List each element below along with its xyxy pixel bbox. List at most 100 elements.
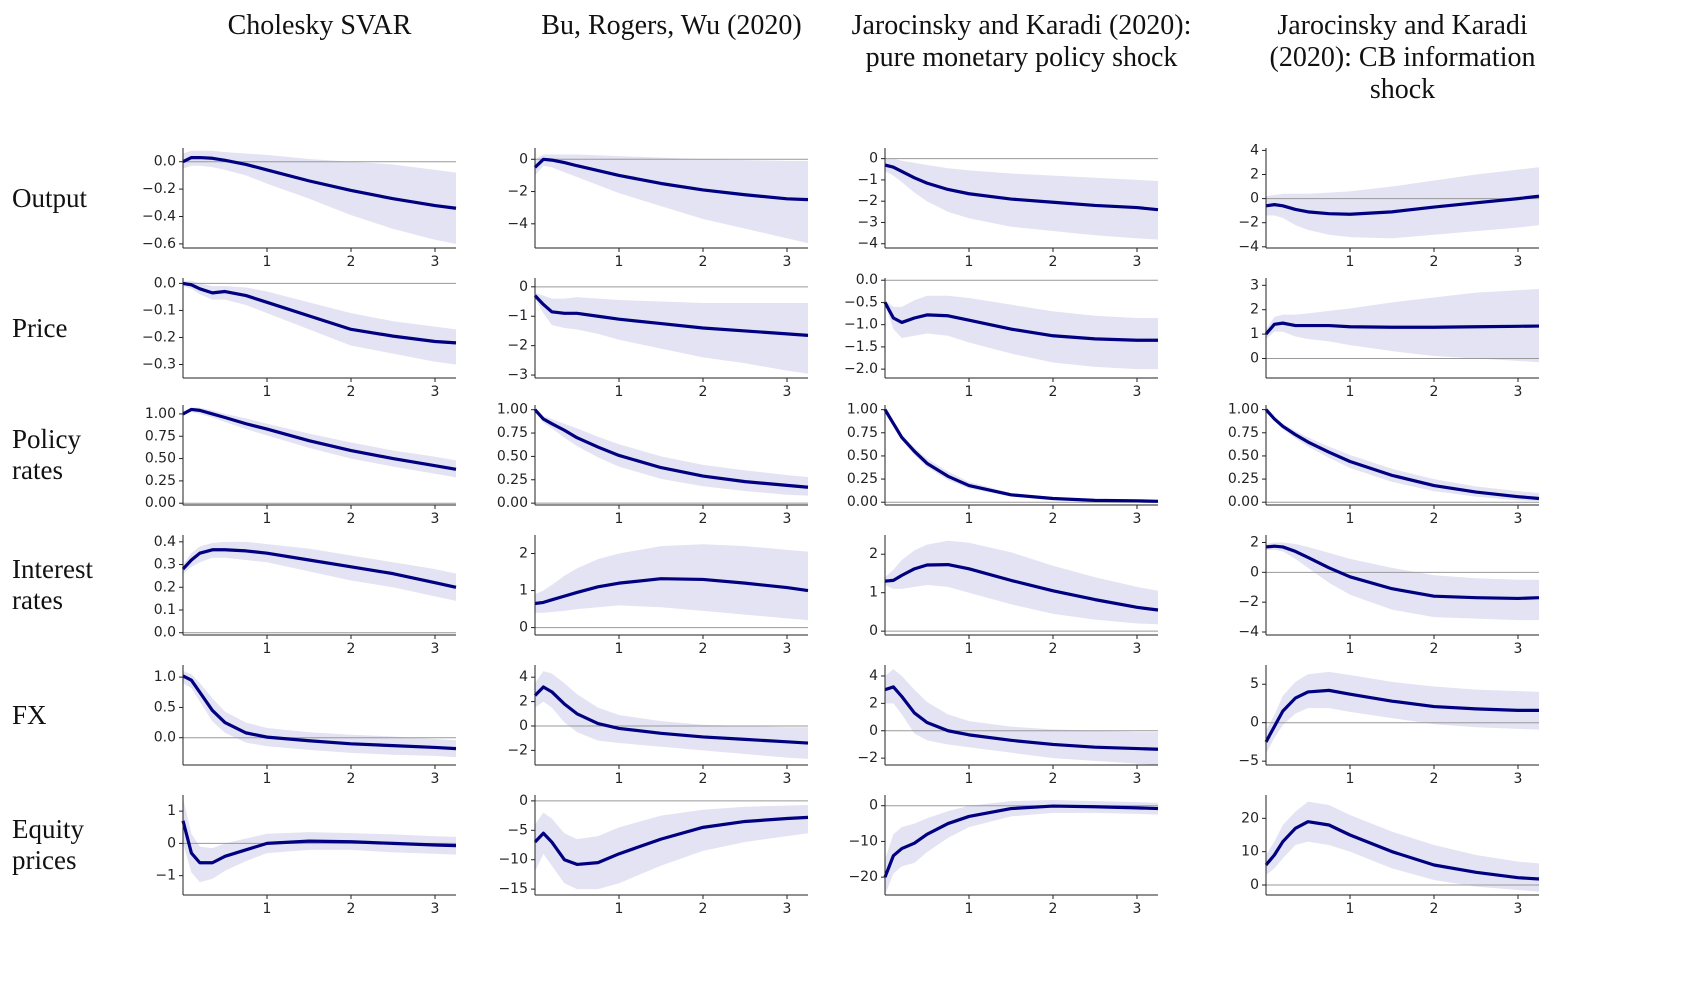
irf-line — [1265, 194, 1540, 216]
y-tick-label: 0 — [519, 718, 528, 734]
row-label: Output — [12, 182, 88, 213]
y-tick-label: 0.50 — [145, 451, 176, 467]
x-tick-label: 1 — [965, 641, 974, 657]
irf-line — [533, 294, 809, 337]
y-tick-label: 0.0 — [154, 730, 176, 746]
x-tick-label: 2 — [699, 384, 708, 400]
x-tick-label: 1 — [615, 511, 624, 527]
y-tick-label: 0.3 — [154, 557, 176, 573]
y-tick-label: −1 — [155, 868, 176, 884]
y-tick-label: 0.25 — [847, 471, 878, 487]
x-tick-label: 1 — [615, 901, 624, 917]
x-tick-label: 3 — [431, 641, 440, 657]
y-tick-label: −2 — [857, 750, 878, 766]
irf-line — [533, 157, 809, 202]
y-tick-label: 0.5 — [154, 699, 176, 715]
y-tick-label: −4 — [857, 236, 878, 252]
x-tick-label: 3 — [1514, 384, 1523, 400]
y-tick-label: 0 — [519, 151, 528, 167]
confidence-band — [535, 805, 808, 890]
y-tick-label: 2 — [1250, 167, 1259, 183]
y-tick-label: 0.75 — [145, 428, 176, 444]
confidence-band — [535, 409, 808, 496]
y-tick-label: −10 — [848, 833, 878, 849]
x-tick-label: 1 — [263, 254, 272, 270]
irf-line — [181, 548, 457, 589]
y-tick-label: −0.1 — [142, 302, 176, 318]
x-tick-label: 1 — [615, 771, 624, 787]
irf-line — [1264, 321, 1540, 336]
x-tick-label: 1 — [615, 641, 624, 657]
x-tick-label: 2 — [1430, 511, 1439, 527]
x-tick-label: 2 — [1049, 254, 1058, 270]
x-tick-label: 3 — [431, 771, 440, 787]
y-tick-label: −0.4 — [142, 208, 176, 224]
x-tick-label: 2 — [347, 771, 356, 787]
x-tick-label: 1 — [965, 511, 974, 527]
row-label: Equity prices — [12, 814, 84, 875]
x-tick-label: 1 — [1346, 641, 1355, 657]
x-tick-label: 1 — [1346, 771, 1355, 787]
irf-line — [533, 408, 809, 489]
x-tick-label: 2 — [699, 511, 708, 527]
x-tick-label: 1 — [965, 771, 974, 787]
y-tick-label: 0 — [869, 798, 878, 814]
x-tick-label: 2 — [347, 641, 356, 657]
y-tick-label: −20 — [848, 869, 878, 885]
x-tick-label: 2 — [1430, 771, 1439, 787]
y-tick-label: 4 — [1250, 142, 1259, 158]
x-tick-label: 2 — [347, 511, 356, 527]
x-tick-label: 3 — [783, 641, 792, 657]
x-tick-label: 1 — [263, 901, 272, 917]
y-tick-label: 0.00 — [847, 494, 878, 510]
irf-line — [1264, 820, 1540, 881]
row-label: Price — [12, 312, 68, 343]
y-tick-label: −10 — [498, 852, 528, 868]
x-tick-label: 3 — [1514, 511, 1523, 527]
y-tick-label: 1 — [519, 583, 528, 599]
irf-line — [884, 163, 1159, 212]
x-tick-label: 3 — [431, 384, 440, 400]
y-tick-label: 0 — [1250, 191, 1259, 207]
y-tick-label: 20 — [1241, 810, 1259, 826]
confidence-band — [885, 409, 1158, 503]
y-tick-label: 1.00 — [1228, 402, 1259, 418]
x-tick-label: 2 — [699, 254, 708, 270]
y-tick-label: 0 — [1250, 350, 1259, 366]
irf-line — [1264, 688, 1539, 743]
y-tick-label: 0.75 — [847, 425, 878, 441]
y-tick-label: 0 — [1250, 877, 1259, 893]
y-tick-label: −5 — [507, 822, 528, 838]
x-tick-label: 1 — [1346, 901, 1355, 917]
x-tick-label: 2 — [1430, 901, 1439, 917]
x-tick-label: 1 — [615, 384, 624, 400]
irf-line — [883, 804, 1159, 878]
irf-line — [182, 281, 457, 345]
x-tick-label: 2 — [347, 901, 356, 917]
confidence-band — [1266, 167, 1539, 239]
y-tick-label: −0.2 — [142, 329, 176, 345]
y-tick-label: 2 — [1250, 302, 1259, 318]
confidence-band — [535, 292, 808, 374]
row-label: Interest rates — [12, 554, 93, 615]
confidence-band — [183, 150, 456, 244]
y-tick-label: 4 — [869, 668, 878, 684]
irf-line — [181, 820, 457, 865]
confidence-band — [1266, 801, 1539, 892]
confidence-band — [885, 295, 1158, 370]
x-tick-label: 1 — [1346, 511, 1355, 527]
x-tick-label: 1 — [965, 254, 974, 270]
y-tick-label: −2 — [1238, 594, 1259, 610]
confidence-band — [535, 154, 808, 244]
y-tick-label: −1.5 — [844, 339, 878, 355]
y-tick-label: 0.50 — [847, 448, 878, 464]
x-tick-label: 3 — [1133, 771, 1142, 787]
irf-line — [533, 685, 809, 745]
y-tick-label: −0.2 — [142, 181, 176, 197]
y-tick-label: 1.00 — [145, 406, 176, 422]
y-tick-label: −15 — [498, 881, 528, 897]
x-tick-label: 2 — [1049, 511, 1058, 527]
confidence-band — [1266, 409, 1539, 502]
